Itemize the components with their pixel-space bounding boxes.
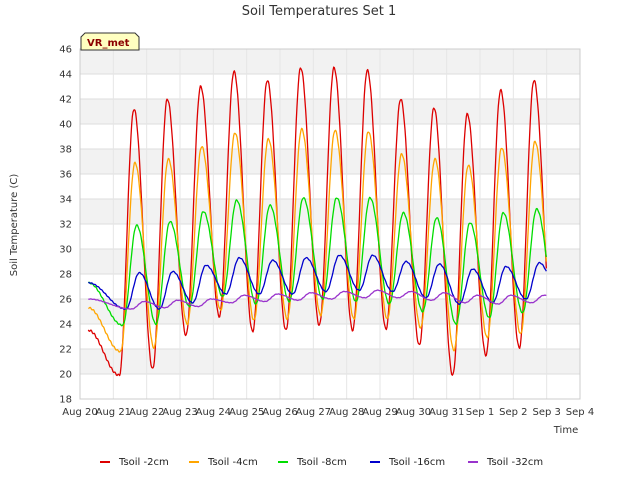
y-tick-label: 18	[59, 395, 72, 406]
y-tick-label: 32	[59, 220, 72, 231]
y-tick-label: 30	[59, 245, 72, 256]
x-tick-label: Aug 31	[429, 407, 464, 418]
y-tick-label: 34	[59, 195, 72, 206]
plot-band	[80, 49, 580, 74]
x-tick-label: Sep 1	[466, 407, 494, 418]
x-tick-label: Aug 30	[396, 407, 431, 418]
y-tick-label: 46	[59, 45, 72, 56]
x-tick-label: Aug 28	[329, 407, 364, 418]
x-tick-label: Aug 27	[296, 407, 331, 418]
x-tick-label: Sep 2	[499, 407, 527, 418]
series-line-2	[88, 127, 547, 353]
axes	[79, 48, 581, 400]
plot-band	[80, 199, 580, 224]
x-tick-label: Aug 20	[62, 407, 97, 418]
y-tick-label: 40	[59, 120, 72, 131]
station-badge: VR_met	[80, 32, 140, 51]
legend-label: Tsoil -32cm	[486, 457, 543, 468]
y-tick-label: 22	[59, 345, 72, 356]
x-tick-label: Aug 29	[362, 407, 397, 418]
y-axis-label: Soil Temperature (C)	[9, 174, 20, 277]
x-tick-label: Aug 25	[229, 407, 264, 418]
x-axis-label: Time	[553, 425, 578, 436]
series-line-3	[87, 196, 547, 327]
y-tick-label: 44	[59, 70, 72, 81]
y-tick-label: 20	[59, 370, 72, 381]
badge-label: VR_met	[87, 38, 130, 49]
y-tick-label: 24	[59, 320, 72, 331]
legend-item: Tsoil -32cm	[468, 457, 543, 468]
legend-label: Tsoil -2cm	[118, 457, 169, 468]
legend-label: Tsoil -16cm	[388, 457, 445, 468]
plot-band	[80, 349, 580, 374]
plot-frame	[79, 48, 581, 400]
plot-band	[80, 299, 580, 324]
chart-title: Soil Temperatures Set 1	[242, 4, 397, 19]
x-tick-label: Aug 21	[96, 407, 131, 418]
legend-label: Tsoil -8cm	[296, 457, 347, 468]
y-tick-label: 42	[59, 95, 72, 106]
x-tick-label: Aug 26	[262, 407, 297, 418]
y-tick-label: 36	[59, 170, 72, 181]
legend-item: Tsoil -2cm	[100, 457, 169, 468]
series-line-5	[88, 289, 547, 310]
y-tick-label: 38	[59, 145, 72, 156]
x-tick-label: Aug 24	[196, 407, 231, 418]
legend-item: Tsoil -16cm	[370, 457, 445, 468]
legend-item: Tsoil -8cm	[278, 457, 347, 468]
series-lines	[87, 66, 547, 377]
legend: Tsoil -2cm Tsoil -4cm Tsoil -8cm Tsoil -16c…	[100, 457, 543, 468]
x-tick-label: Aug 22	[129, 407, 164, 418]
y-tick-label: 28	[59, 270, 72, 281]
badge-shape	[80, 32, 140, 51]
x-tick-label: Sep 3	[532, 407, 560, 418]
y-tick-label: 26	[59, 295, 72, 306]
series-line-1	[87, 66, 547, 377]
plot-band	[80, 249, 580, 274]
y-tick-labels: 18 20 22 24 26 28 30 32 34 36 38 40 42 44 46	[59, 45, 72, 406]
x-tick-label: Sep 4	[566, 407, 594, 418]
x-tick-label: Aug 23	[162, 407, 197, 418]
series-line-4	[88, 254, 547, 310]
legend-item: Tsoil -4cm	[189, 457, 258, 468]
legend-label: Tsoil -4cm	[207, 457, 258, 468]
